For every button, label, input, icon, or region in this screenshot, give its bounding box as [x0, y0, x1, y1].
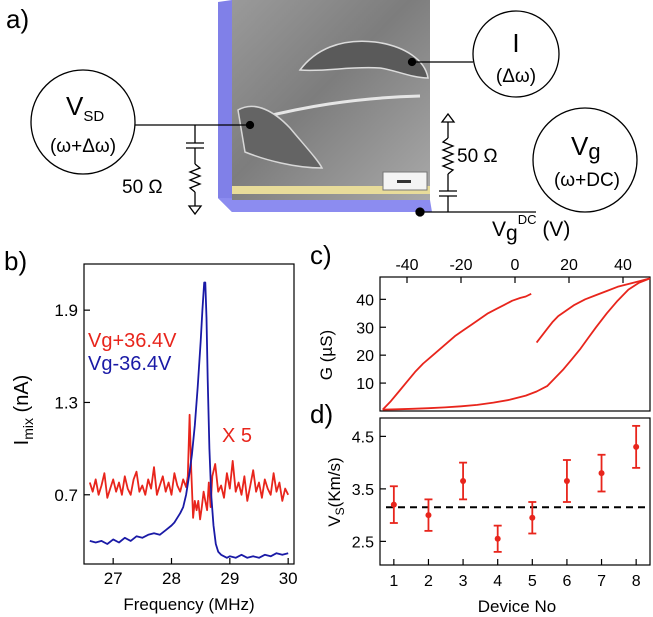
- i-output-circle: [472, 10, 560, 98]
- c-y-axis-label: G (µS): [317, 330, 336, 380]
- d-x-tick-label: 2: [424, 573, 433, 590]
- b-x-axis-label: Frequency (MHz): [123, 595, 254, 614]
- d-x-tick-label: 3: [459, 573, 468, 590]
- b-legend-blue: Vg-36.4V: [88, 353, 172, 375]
- sem-side-face: [218, 0, 232, 212]
- data-point: [633, 443, 640, 450]
- vsd-source-circle: [30, 69, 136, 175]
- device-point-3: [459, 461, 468, 501]
- c-x-tick-label: 40: [614, 257, 632, 274]
- panel-b-ticks: 27 28 29 30 0.7 1.3 1.9: [54, 301, 297, 588]
- data-point: [494, 535, 501, 542]
- data-point: [529, 514, 536, 521]
- b-x-tick-label: 27: [104, 569, 123, 588]
- c-x-tick-label: 0: [511, 257, 520, 274]
- d-x-tick-label: 8: [632, 573, 641, 590]
- d-y-tick-label: 4.5: [352, 429, 374, 446]
- vg-frequency: (ω+DC): [554, 170, 620, 191]
- sem-photo: [232, 0, 430, 200]
- d-y-tick-label: 3.5: [352, 482, 374, 499]
- device-point-8: [632, 424, 641, 469]
- c-x-tick-label: -40: [395, 257, 418, 274]
- data-point: [598, 470, 605, 477]
- c-x-axis-label: VgDC (V): [492, 212, 570, 245]
- resistor-left-label: 50 Ω: [122, 177, 163, 198]
- panel-c-frame: [379, 276, 651, 412]
- sem-bottom-face: [218, 198, 432, 212]
- c-y-tick-label: 40: [356, 292, 374, 309]
- d-x-tick-label: 6: [562, 573, 571, 590]
- conductance-curve-2: [535, 277, 651, 344]
- device-point-4: [493, 524, 502, 553]
- panel-b: b) 27 28 29 30 0.7 1.3 1.9 Vg+36.4V Vg-36.4V X…: [4, 246, 298, 614]
- panel-label-b: b): [4, 246, 27, 276]
- d-x-tick-label: 1: [389, 573, 398, 590]
- panel-d-frame: [379, 417, 651, 566]
- device-point-6: [562, 459, 571, 503]
- b-x-tick-label: 30: [279, 569, 298, 588]
- data-point: [390, 501, 397, 508]
- vg-source-circle: [532, 107, 638, 213]
- panel-label-c: c): [310, 240, 332, 270]
- series-line-vg-minus: [89, 281, 289, 559]
- vsd-label: VSD: [66, 91, 104, 125]
- device-point-1: [389, 485, 398, 524]
- c-y-tick-label: 10: [356, 376, 374, 393]
- sem-upper-electrode: [298, 40, 429, 79]
- panel-d-plot: [386, 424, 645, 553]
- panel-b-plot: [88, 281, 290, 559]
- panel-c: c) -40 -20 0 20 40 10 20 30 40 VgDC (V) G (µS): [310, 212, 651, 412]
- panel-d: d) 1 2 3 4 5 6 7 8 2.5 3.5 4.5 Device No VS(Km/s): [310, 399, 651, 616]
- wires: [135, 57, 536, 217]
- sem-image: [218, 0, 432, 212]
- panel-c-plot: [382, 277, 651, 411]
- d-y-tick-label: 2.5: [352, 534, 374, 551]
- c-y-tick-label: 20: [356, 348, 374, 365]
- panel-label-d: d): [310, 399, 333, 429]
- panel-d-ticks: 1 2 3 4 5 6 7 8 2.5 3.5 4.5: [352, 429, 641, 590]
- c-y-tick-label: 30: [356, 320, 374, 337]
- data-point: [563, 478, 570, 484]
- panel-label-a: a): [6, 4, 29, 34]
- b-y-axis-label: Imix (nA): [11, 375, 36, 446]
- i-frequency: (Δω): [496, 66, 536, 87]
- device-point-2: [424, 498, 433, 532]
- b-annotation-x5: X 5: [222, 425, 252, 447]
- resistor-right-label: 50 Ω: [457, 146, 498, 167]
- data-point: [425, 512, 432, 519]
- vg-label: Vg: [571, 131, 601, 164]
- device-point-5: [528, 501, 537, 535]
- panel-a: a) VSD (ω+Δω) I (Δω) Vg (ω+DC): [6, 0, 638, 217]
- d-x-tick-label: 4: [493, 573, 502, 590]
- vsd-frequency: (ω+Δω): [50, 136, 116, 157]
- c-x-tick-label: 20: [560, 257, 578, 274]
- device-point-7: [597, 453, 606, 493]
- b-x-tick-label: 29: [220, 569, 239, 588]
- b-y-tick-label: 1.9: [54, 301, 78, 320]
- series-line-vg-plus: [88, 413, 290, 521]
- d-x-tick-label: 7: [597, 573, 606, 590]
- d-x-axis-label: Device No: [478, 597, 556, 616]
- c-x-tick-label: -20: [449, 257, 472, 274]
- sem-scale-bar-mark: [397, 180, 411, 183]
- d-y-axis-label: VS(Km/s): [325, 457, 347, 526]
- b-y-tick-label: 1.3: [54, 393, 78, 412]
- panel-b-frame: [83, 263, 295, 565]
- i-label: I: [512, 28, 519, 58]
- sem-lower-electrode: [237, 105, 324, 169]
- conductance-curve-1: [382, 292, 532, 411]
- b-y-tick-label: 0.7: [54, 486, 78, 505]
- d-x-tick-label: 5: [528, 573, 537, 590]
- b-x-tick-label: 28: [162, 569, 181, 588]
- b-legend-red: Vg+36.4V: [88, 330, 177, 352]
- data-point: [460, 478, 467, 484]
- panel-c-ticks: -40 -20 0 20 40 10 20 30 40: [356, 257, 632, 393]
- conductance-curve-3: [382, 277, 651, 411]
- sem-gold-layer: [232, 186, 430, 194]
